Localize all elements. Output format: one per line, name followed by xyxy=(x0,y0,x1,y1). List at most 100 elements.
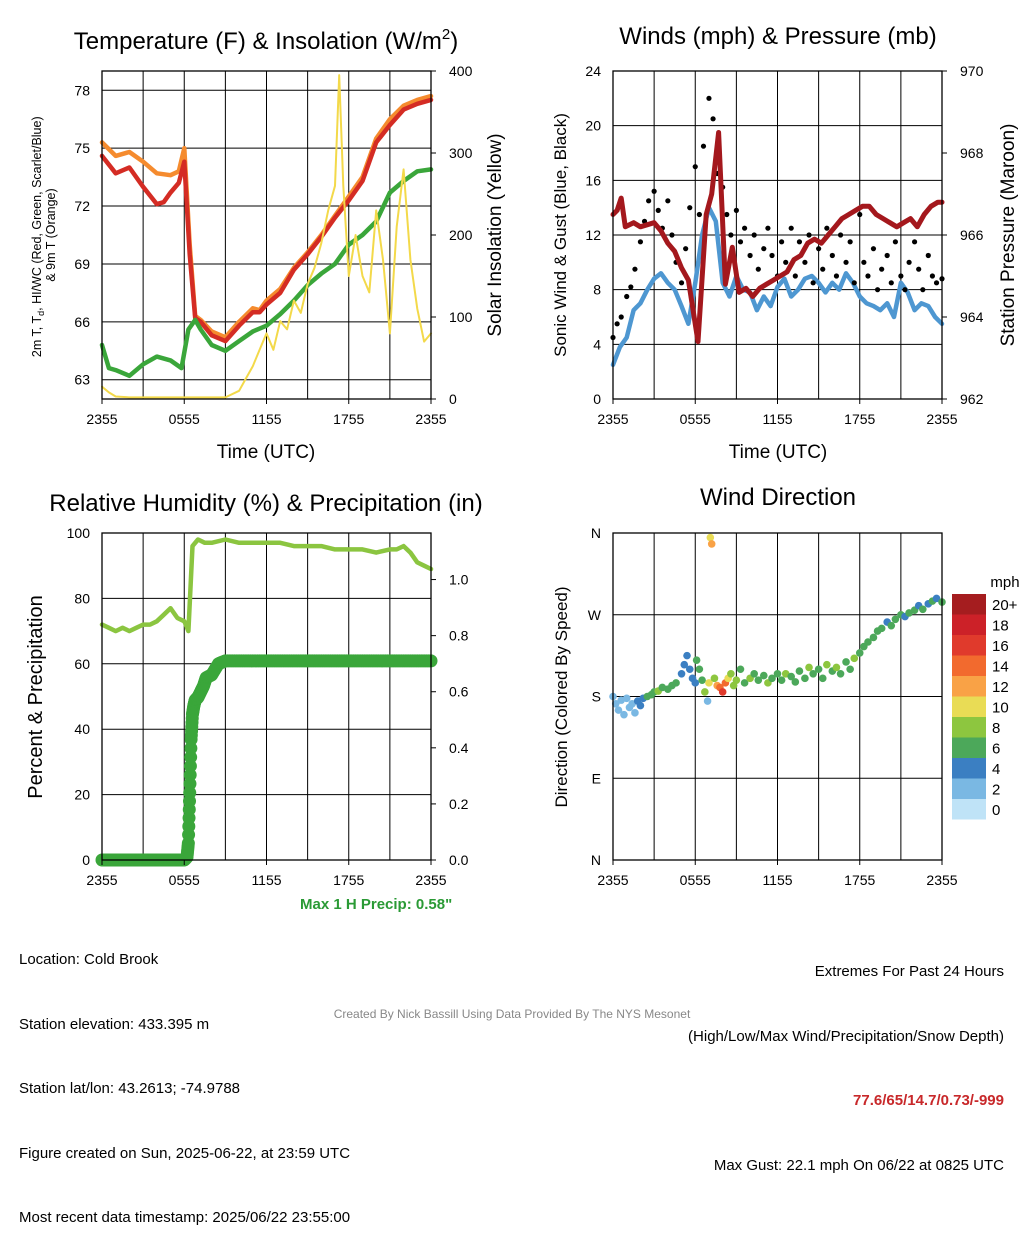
max-hourly-precip: Max 1 H Precip: 0.58" xyxy=(300,896,453,913)
y-tick-label: 4 xyxy=(593,336,601,352)
winds-title: Winds (mph) & Pressure (mb) xyxy=(619,23,936,50)
series-1-point xyxy=(847,239,853,245)
legend-label: 4 xyxy=(992,761,1000,778)
series-1-point xyxy=(920,287,926,293)
series-1-point xyxy=(751,232,757,238)
series-1-point xyxy=(687,205,693,211)
x-tick-label: 1155 xyxy=(762,872,792,888)
y2-tick-label: 1.0 xyxy=(449,572,469,588)
direction-point xyxy=(710,674,719,683)
x-tick-label: 0555 xyxy=(680,411,711,427)
legend-swatch xyxy=(952,737,986,758)
y2-tick-label: 0.8 xyxy=(449,628,469,644)
legend-swatch xyxy=(952,614,986,635)
direction-point xyxy=(791,678,800,686)
wind-direction-ylabel: Direction (Colored By Speed) xyxy=(552,586,571,807)
y-tick-label: 72 xyxy=(74,198,90,214)
x-tick-label: 1155 xyxy=(251,872,281,888)
legend-swatch xyxy=(952,655,986,676)
direction-point xyxy=(677,669,686,678)
series-1-point xyxy=(879,266,885,272)
direction-point xyxy=(705,679,713,687)
legend-swatch xyxy=(952,594,986,615)
direction-point xyxy=(718,688,727,696)
series-2-line xyxy=(610,130,945,345)
x-tick-label: 0555 xyxy=(680,872,711,888)
direction-point xyxy=(801,674,809,683)
series-1-point xyxy=(728,232,734,238)
series-1-point xyxy=(742,225,748,231)
direction-point xyxy=(750,669,758,678)
direction-point xyxy=(683,651,691,660)
direction-point xyxy=(850,654,859,663)
legend-swatch xyxy=(952,717,986,738)
y-tick-label: W xyxy=(588,607,602,623)
series-1-point xyxy=(632,266,638,272)
station-info: Location: Cold Brook Station elevation: … xyxy=(19,906,350,1250)
legend-label: 12 xyxy=(992,679,1009,696)
y2-tick-label: 970 xyxy=(960,63,984,79)
direction-point xyxy=(706,533,715,542)
temperature-plot-area: 2355 0555 1155 1755 2355 63 66 69 72 75 78 0 100 200 3… xyxy=(74,63,472,427)
y2-tick-label: 400 xyxy=(449,63,473,79)
legend-swatch xyxy=(952,635,986,656)
x-tick-label: 1155 xyxy=(762,411,792,427)
y-tick-label: 0 xyxy=(593,391,601,407)
speed-color-legend: mph 20+ 18 16 14 12 10 8 6 4 2 0 xyxy=(952,574,1020,820)
series-1-point xyxy=(737,239,744,245)
x-tick-label: 1755 xyxy=(844,411,875,427)
x-tick-label: 1755 xyxy=(333,411,364,427)
series-1-point xyxy=(925,252,931,259)
series-1-point xyxy=(783,259,789,265)
y2-tick-label: 0.4 xyxy=(449,740,469,756)
series-1-point xyxy=(884,252,890,259)
series-1-point xyxy=(651,188,657,194)
winds-plot-area: 2355 0555 1155 1755 2355 0 4 8 12 16 20 24 962 964 966… xyxy=(585,63,983,427)
direction-point xyxy=(685,665,694,674)
series-1-point xyxy=(628,284,634,290)
humidity-title: Relative Humidity (%) & Precipitation (i… xyxy=(49,490,482,517)
temperature-xlabel: Time (UTC) xyxy=(217,442,316,463)
series-1-point xyxy=(788,225,794,231)
x-tick-label: 2355 xyxy=(86,411,117,427)
series-1-point xyxy=(929,273,936,279)
y-tick-label: 24 xyxy=(585,63,601,79)
direction-point xyxy=(809,669,817,678)
y-tick-label: 20 xyxy=(585,118,601,134)
station-location: Location: Cold Brook xyxy=(19,951,159,968)
y2-tick-label: 968 xyxy=(960,145,984,161)
series-1-point xyxy=(792,273,798,279)
x-tick-label: 2355 xyxy=(597,411,628,427)
y2-tick-label: 100 xyxy=(449,309,473,325)
series-1-point xyxy=(902,287,908,293)
series-3-line xyxy=(101,74,432,399)
direction-point xyxy=(611,699,620,708)
series-1-point xyxy=(618,314,624,320)
wind-direction-panel: Wind Direction 2355 0555 1155 1755 2355 N E S W N… xyxy=(552,484,1020,888)
humidity-panel: Relative Humidity (%) & Precipitation (i… xyxy=(25,490,483,888)
direction-point xyxy=(736,665,745,674)
series-1-point xyxy=(837,232,844,238)
series-1-point xyxy=(614,321,620,327)
direction-point xyxy=(855,649,864,657)
y2-tick-label: 964 xyxy=(960,309,984,325)
extremes-info: Extremes For Past 24 Hours (High/Low/Max… xyxy=(688,918,1004,1198)
series-1-point xyxy=(898,273,904,279)
direction-point xyxy=(680,660,689,669)
direction-point xyxy=(887,621,896,630)
series-1-point xyxy=(769,252,775,259)
direction-point xyxy=(842,658,850,666)
series-1-point xyxy=(655,207,661,213)
direction-point xyxy=(818,674,827,683)
series-1-point xyxy=(851,280,857,286)
y-tick-label: 60 xyxy=(74,656,90,672)
direction-point xyxy=(631,709,639,717)
temperature-ylabel: 2m T, Td, HI/WC (Red, Green, Scarlet/Blu… xyxy=(30,113,58,357)
direction-point xyxy=(919,605,927,614)
extremes-heading: Extremes For Past 24 Hours xyxy=(814,963,1004,980)
direction-point xyxy=(622,694,631,703)
direction-point xyxy=(701,688,709,696)
y-tick-label: 8 xyxy=(593,282,601,298)
x-tick-label: 2355 xyxy=(415,872,446,888)
direction-point xyxy=(614,706,623,714)
